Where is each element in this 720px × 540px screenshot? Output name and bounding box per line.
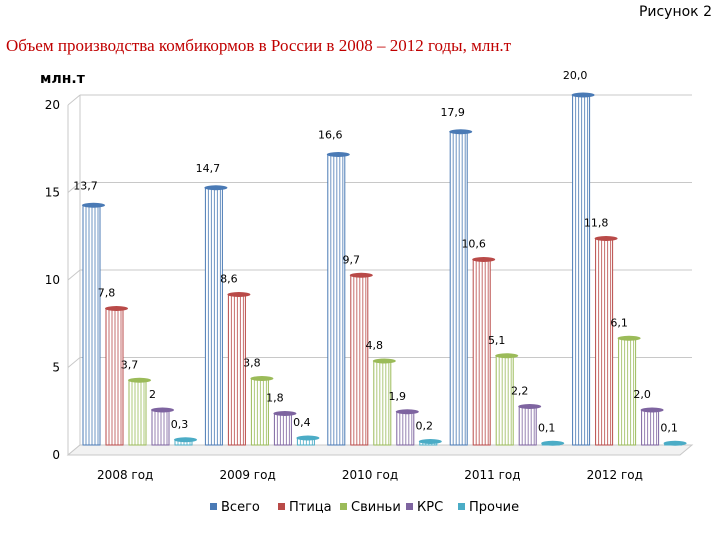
data-label: 17,9 (440, 106, 465, 119)
bar (326, 152, 350, 446)
data-label: 14,7 (196, 162, 221, 175)
bars (82, 92, 687, 446)
data-label: 7,8 (98, 287, 116, 300)
legend-item: Прочие (458, 500, 519, 515)
bar (418, 439, 442, 446)
x-tick-label: 2012 год (587, 468, 643, 482)
y-tick-label: 15 (45, 186, 60, 200)
data-label: 11,8 (584, 217, 609, 230)
y-axis-label: млн.т (40, 71, 86, 87)
bar (449, 129, 473, 446)
legend-label: КРС (417, 500, 443, 515)
legend-swatch (406, 503, 413, 510)
legend-label: Всего (221, 500, 260, 515)
legend: Всего Птица Свиньи КРС Прочие (210, 500, 519, 515)
chart-title: Объем производства комбикормов в России … (6, 36, 512, 55)
data-label: 20,0 (563, 69, 588, 82)
data-label: 5,1 (488, 334, 506, 347)
bar (617, 335, 641, 446)
gridline-depth (67, 94, 81, 106)
x-tick-label: 2009 год (219, 468, 275, 482)
data-label: 2,2 (511, 385, 529, 398)
bar (174, 437, 197, 446)
bar (541, 440, 565, 446)
legend-item: Всего (210, 500, 260, 515)
y-tick-label: 0 (52, 448, 60, 462)
legend-item: КРС (406, 500, 443, 515)
legend-swatch (210, 503, 217, 510)
x-tick-label: 2011 год (464, 468, 520, 482)
legend-item: Птица (278, 500, 332, 515)
bar (204, 185, 228, 446)
y-tick-label: 5 (52, 361, 60, 375)
figure-label: Рисунок 2 (638, 4, 712, 20)
legend-label: Прочие (469, 500, 519, 515)
bar (372, 358, 396, 446)
data-label: 3,7 (121, 358, 139, 371)
data-label: 0,4 (293, 416, 311, 429)
data-label: 4,8 (366, 339, 384, 352)
data-labels: 13,7 7,8 3,7 2 0,3 14,7 8,6 3,8 1,8 0,4 16,6 9,7 4,8… (73, 69, 678, 434)
bar (227, 292, 251, 446)
bar (594, 236, 618, 446)
data-label: 0,1 (538, 421, 556, 434)
bar (273, 411, 297, 446)
bar (105, 306, 128, 446)
data-label: 2 (149, 388, 156, 401)
x-tick-label: 2008 год (97, 468, 153, 482)
bar (250, 376, 274, 446)
gridline-depth (67, 182, 81, 193)
data-label: 0,2 (416, 420, 434, 433)
data-label: 1,9 (389, 390, 407, 403)
data-label: 2,0 (633, 388, 651, 401)
data-label: 9,7 (343, 253, 361, 266)
legend-label: Свиньи (351, 500, 401, 515)
x-tick-label: 2010 год (342, 468, 398, 482)
data-label: 0,3 (171, 418, 189, 431)
data-label: 3,8 (243, 357, 261, 370)
legend-swatch (340, 503, 347, 510)
bar (151, 407, 174, 446)
data-label: 0,1 (660, 421, 678, 434)
y-tick-label: 20 (45, 98, 60, 112)
data-label: 13,7 (73, 179, 98, 192)
bar (640, 407, 664, 446)
bar (395, 409, 419, 446)
bar (518, 404, 542, 446)
bar (495, 353, 519, 446)
axes: 0 5 10 15 20 2008 год 2009 год 2010 год 2011 год… (45, 95, 694, 482)
legend-swatch (458, 503, 465, 510)
legend-label: Птица (289, 500, 332, 515)
y-tick-label: 10 (45, 273, 60, 287)
bar (472, 257, 496, 446)
legend-swatch (278, 503, 285, 510)
data-label: 8,6 (220, 273, 238, 286)
bar (296, 435, 320, 446)
gridline-depth (67, 269, 81, 281)
data-label: 1,8 (266, 392, 284, 405)
bar (663, 440, 687, 446)
data-label: 6,1 (610, 316, 628, 329)
bar (128, 377, 151, 446)
chart-floor (66, 444, 694, 456)
legend-item: Свиньи (340, 500, 401, 515)
bar (349, 272, 373, 446)
bar (571, 92, 595, 446)
bar (82, 202, 105, 446)
data-label: 10,6 (461, 238, 486, 251)
data-label: 16,6 (318, 129, 343, 142)
gridline-depth (67, 357, 81, 368)
